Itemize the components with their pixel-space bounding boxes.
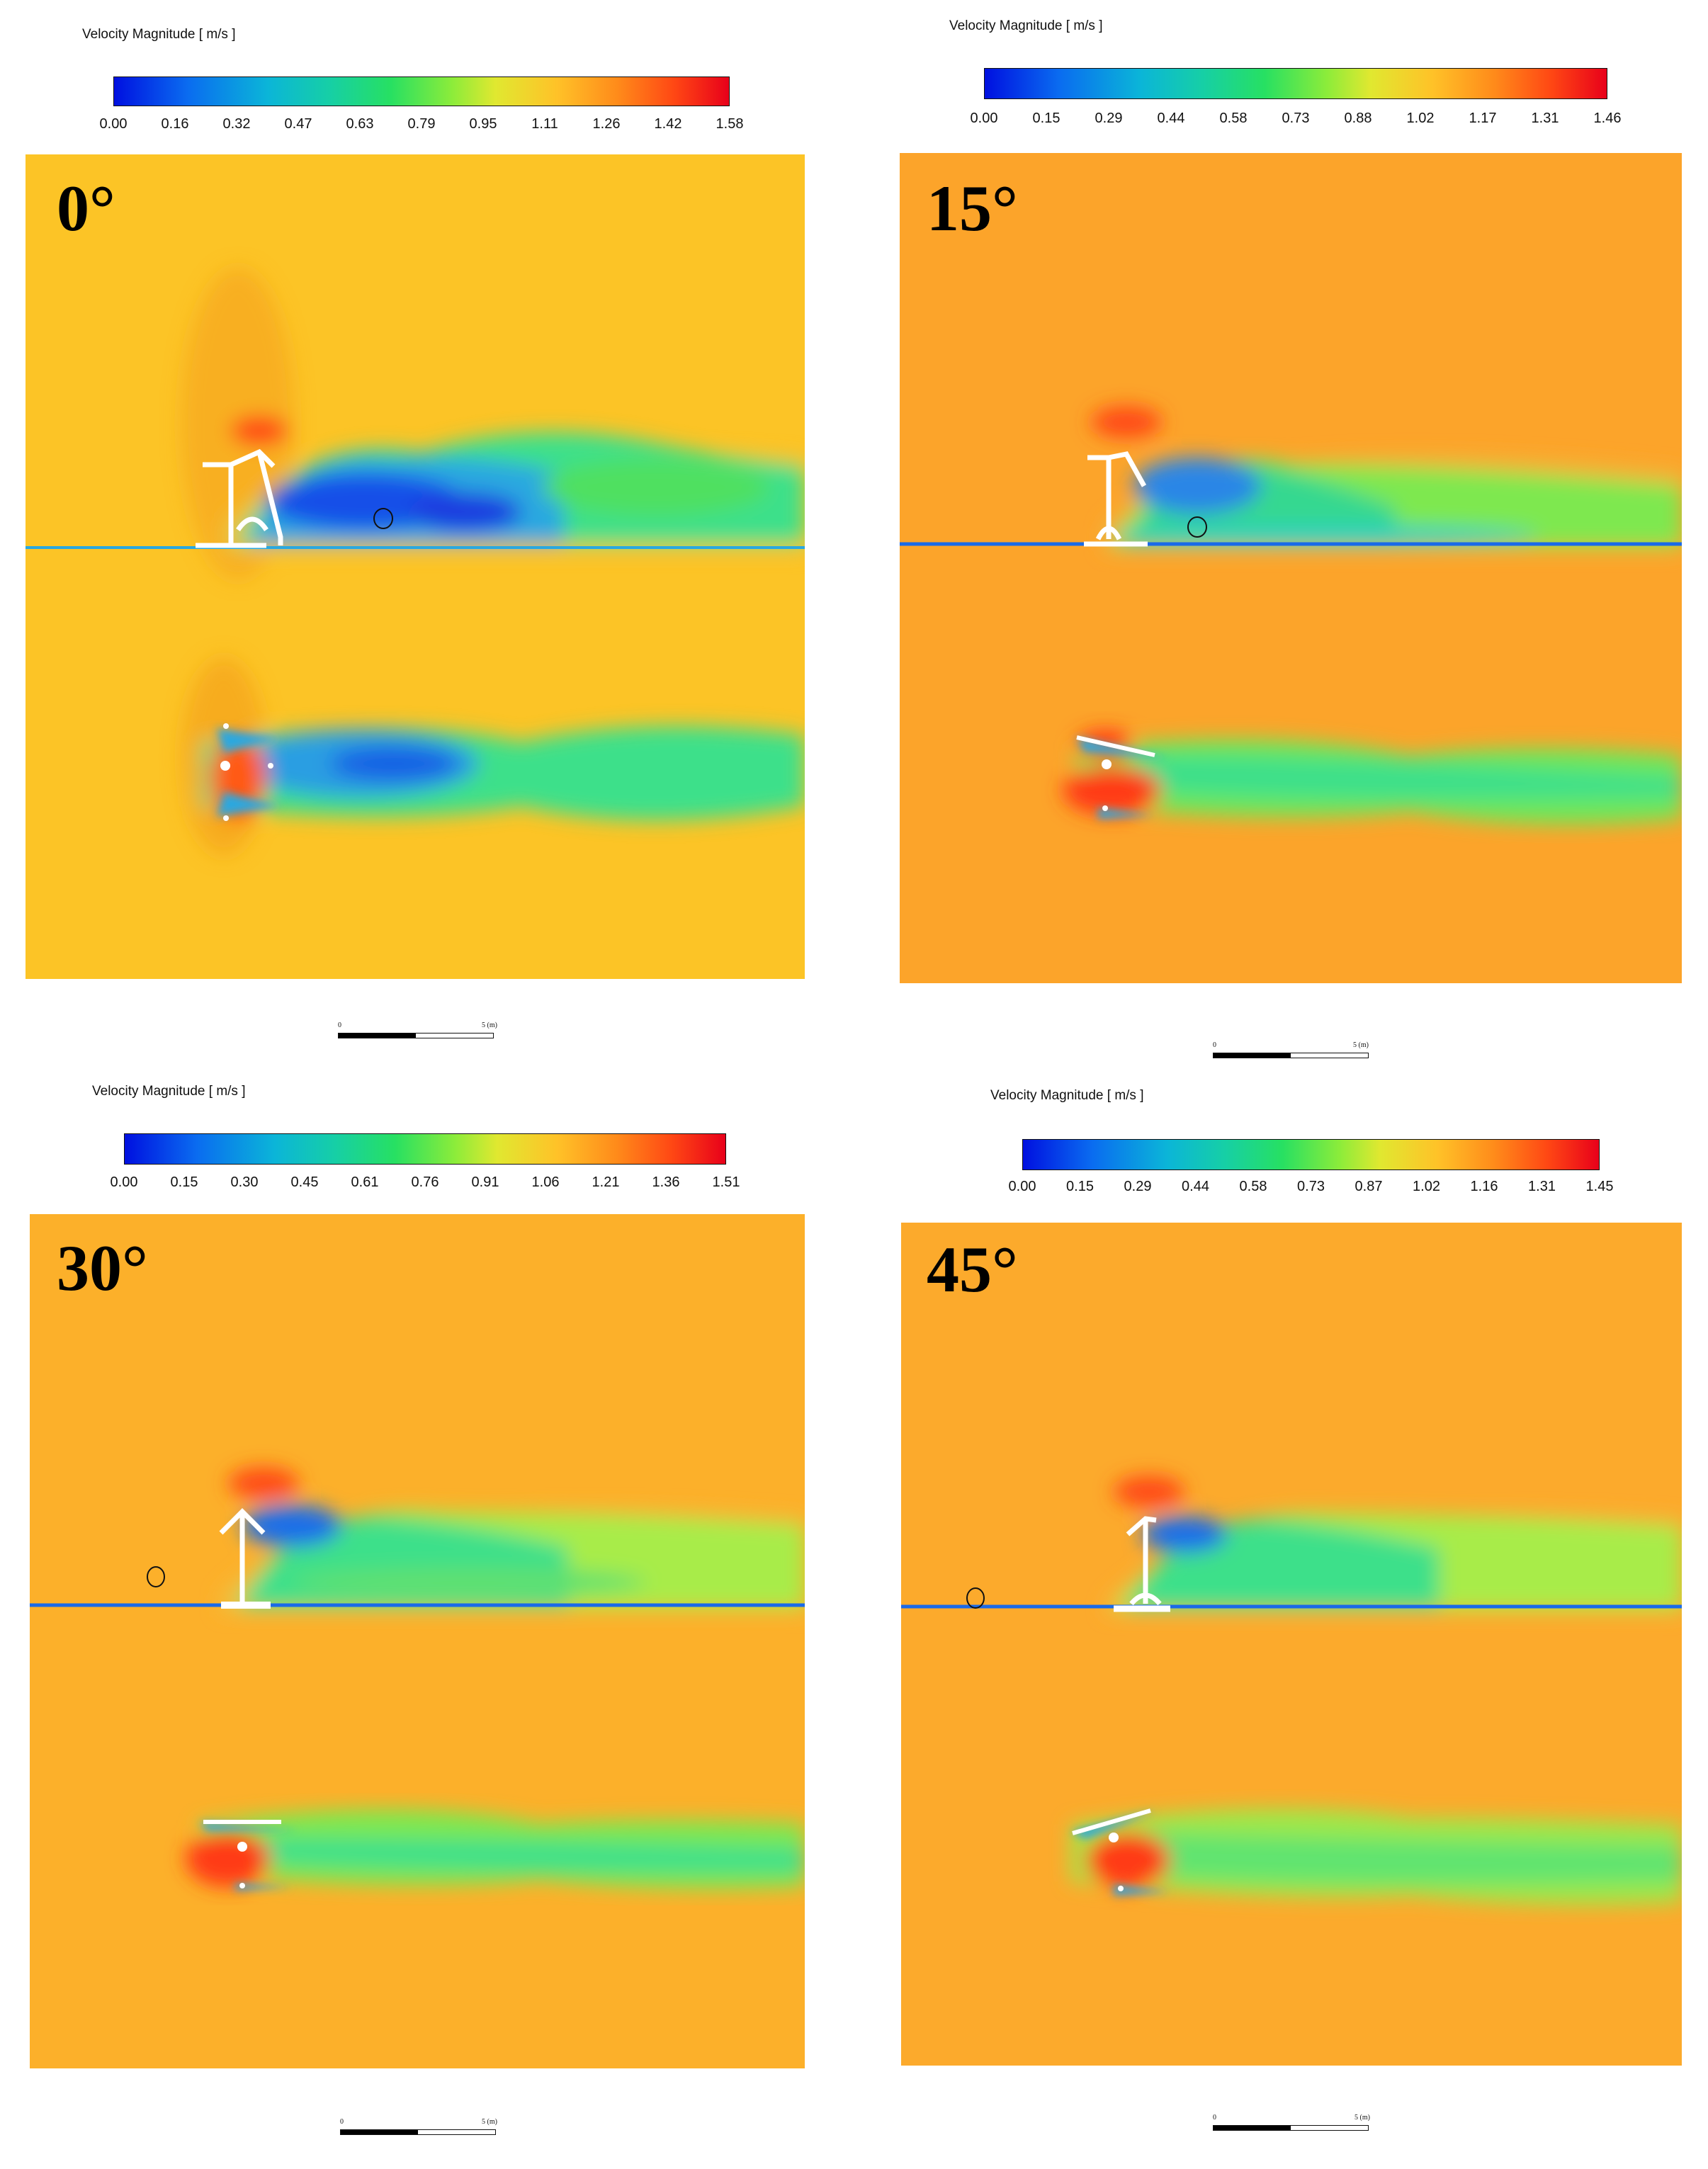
scale-bar: 0 5 (m) — [1213, 2114, 1376, 2142]
colorbar-tick: 1.02 — [1406, 111, 1435, 126]
velocity-contour-plot — [26, 268, 805, 856]
scale-bar-end: 5 (m) — [1353, 1041, 1369, 1049]
colorbar-tick: 1.26 — [592, 116, 621, 132]
angle-label: 0° — [57, 172, 115, 244]
colorbar-tick: 0.73 — [1297, 1179, 1325, 1194]
velocity-field — [900, 153, 1682, 983]
colorbar-tick: 1.02 — [1413, 1179, 1440, 1194]
colorbar-tick: 0.91 — [471, 1174, 499, 1190]
colorbar-tick: 1.45 — [1585, 1179, 1614, 1194]
colorbar-tick: 0.79 — [407, 116, 436, 132]
colorbar-tick: 0.00 — [110, 1174, 138, 1190]
colorbar-tick: 0.58 — [1219, 111, 1248, 126]
colorbar-tick: 1.42 — [654, 116, 682, 132]
colorbar-tick: 0.44 — [1157, 111, 1185, 126]
angle-label: 45° — [927, 1233, 1018, 1306]
velocity-contour-plot — [900, 407, 1682, 825]
velocity-field — [26, 154, 805, 979]
colorbar-title: Velocity Magnitude [ m/s ] — [949, 18, 1103, 33]
colorbar-tick: 0.73 — [1282, 111, 1310, 126]
scale-bar-line — [1213, 1053, 1369, 1058]
colorbar-tick: 0.58 — [1239, 1179, 1267, 1194]
colorbar-tick: 1.51 — [712, 1174, 740, 1190]
scale-bar-end: 5 (m) — [482, 1021, 497, 1029]
colorbar-tick: 1.46 — [1593, 111, 1622, 126]
scale-bar: 0 5 (m) — [338, 1021, 501, 1050]
scale-bar-line — [1213, 2125, 1369, 2131]
colorbar — [1022, 1139, 1600, 1170]
colorbar-ticks: 0.00 0.15 0.30 0.45 0.61 0.76 0.91 1.06 … — [111, 1174, 740, 1196]
colorbar-tick: 0.63 — [346, 116, 374, 132]
colorbar-tick: 0.32 — [222, 116, 251, 132]
colorbar-ticks: 0.00 0.15 0.29 0.44 0.58 0.73 0.88 1.02 … — [971, 111, 1622, 132]
scale-bar-line — [340, 2129, 496, 2135]
colorbar-tick: 0.00 — [99, 116, 128, 132]
colorbar-tick: 0.29 — [1095, 111, 1123, 126]
structure-outline — [1084, 451, 1148, 547]
scale-bar-end: 5 (m) — [1354, 2114, 1370, 2122]
colorbar-tick: 1.31 — [1528, 1179, 1556, 1194]
velocity-contour-plot — [901, 1476, 1682, 1905]
scale-bar-zero: 0 — [1213, 2114, 1216, 2122]
colorbar-title: Velocity Magnitude [ m/s ] — [92, 1084, 246, 1099]
colorbar-tick: 0.44 — [1182, 1179, 1209, 1194]
velocity-contour-plot — [30, 1468, 805, 1891]
colorbar-tick: 0.29 — [1124, 1179, 1152, 1194]
scale-bar-zero: 0 — [1213, 1041, 1216, 1049]
angle-label: 15° — [927, 172, 1018, 244]
colorbar-tick: 0.15 — [1066, 1179, 1094, 1194]
colorbar-tick: 0.16 — [161, 116, 189, 132]
structure-outline — [219, 1508, 271, 1609]
colorbar-title: Velocity Magnitude [ m/s ] — [990, 1088, 1144, 1103]
colorbar — [984, 68, 1607, 99]
structure-outline — [196, 448, 283, 548]
colorbar — [124, 1133, 726, 1165]
colorbar-tick: 1.16 — [1470, 1179, 1498, 1194]
colorbar-tick: 1.58 — [716, 116, 744, 132]
velocity-field — [30, 1214, 805, 2068]
angle-label: 30° — [57, 1232, 148, 1304]
colorbar-tick: 1.31 — [1531, 111, 1559, 126]
colorbar-tick: 0.88 — [1344, 111, 1372, 126]
colorbar-tick: 0.87 — [1354, 1179, 1383, 1194]
structure-outline — [1114, 1516, 1170, 1612]
colorbar-tick: 1.21 — [592, 1174, 620, 1190]
colorbar-tick: 0.15 — [1032, 111, 1061, 126]
colorbar-tick: 1.06 — [531, 1174, 560, 1190]
colorbar-tick: 1.17 — [1469, 111, 1497, 126]
colorbar-tick: 0.47 — [284, 116, 312, 132]
colorbar-tick: 0.95 — [469, 116, 497, 132]
scale-bar: 0 5 (m) — [1213, 1041, 1376, 1070]
colorbar-ticks: 0.00 0.15 0.29 0.44 0.58 0.73 0.87 1.02 … — [1009, 1179, 1614, 1200]
scale-bar-zero: 0 — [340, 2118, 344, 2126]
colorbar — [113, 77, 730, 106]
colorbar-tick: 0.00 — [970, 111, 998, 126]
colorbar-tick: 0.00 — [1008, 1179, 1036, 1194]
scale-bar-line — [338, 1033, 494, 1038]
colorbar-ticks: 0.00 0.16 0.32 0.47 0.63 0.79 0.95 1.11 … — [100, 116, 744, 137]
colorbar-tick: 0.61 — [351, 1174, 379, 1190]
scale-bar-zero: 0 — [338, 1021, 341, 1029]
colorbar-title: Velocity Magnitude [ m/s ] — [82, 27, 236, 42]
colorbar-tick: 0.45 — [290, 1174, 319, 1190]
scale-bar: 0 5 (m) — [340, 2118, 503, 2146]
scale-bar-end: 5 (m) — [482, 2118, 497, 2126]
colorbar-tick: 0.30 — [230, 1174, 259, 1190]
colorbar-tick: 1.11 — [531, 116, 558, 132]
velocity-field — [901, 1223, 1682, 2066]
colorbar-tick: 0.76 — [411, 1174, 439, 1190]
colorbar-tick: 0.15 — [170, 1174, 198, 1190]
colorbar-tick: 1.36 — [652, 1174, 680, 1190]
